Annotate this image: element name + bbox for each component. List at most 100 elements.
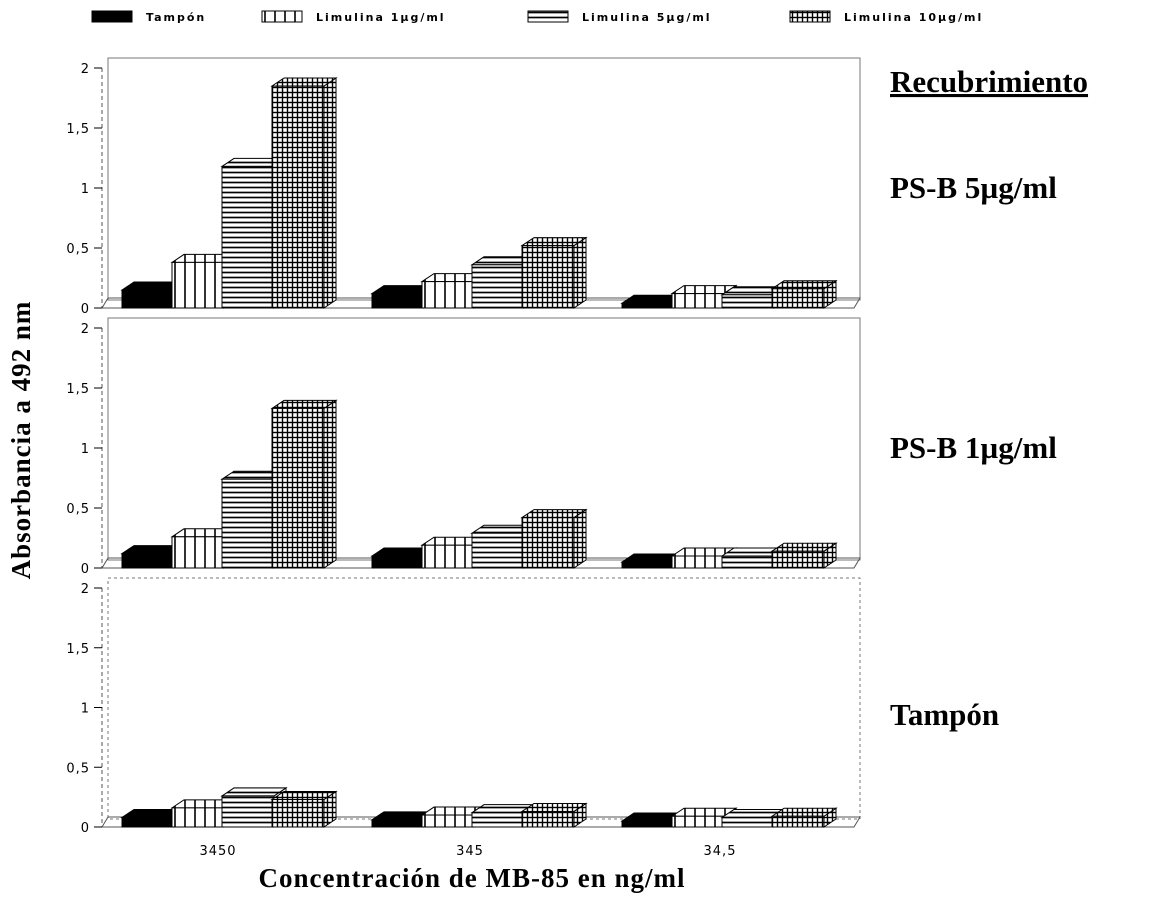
y-tick-label: 0,5 xyxy=(66,502,90,517)
panel: 0 0,5 1 1,5 2 Tampón xyxy=(66,578,999,836)
bar xyxy=(772,543,836,568)
x-tick-label: 345 xyxy=(456,844,484,859)
bar xyxy=(772,808,836,827)
bar-front xyxy=(672,294,724,308)
y-tick-label: 1 xyxy=(81,442,90,457)
bar xyxy=(272,78,336,308)
bar-front xyxy=(122,554,174,568)
panel-frame xyxy=(108,578,860,819)
legend-swatch xyxy=(528,11,568,22)
y-tick-label: 2 xyxy=(81,62,90,77)
panel-title: PS-B 5µg/ml xyxy=(890,170,1057,205)
bar-front xyxy=(422,545,474,568)
bar-top xyxy=(772,281,836,289)
bar xyxy=(272,400,336,568)
bar xyxy=(522,510,586,568)
bar-front xyxy=(722,817,774,827)
bar-front xyxy=(372,820,424,827)
legend-label: Limulina 10µg/ml xyxy=(844,11,983,24)
bar-front xyxy=(722,556,774,568)
bar-front xyxy=(472,533,524,568)
bar-top xyxy=(272,400,336,408)
y-tick-label: 0,5 xyxy=(66,761,90,776)
bar-top xyxy=(272,792,336,800)
x-axis-title: Concentración de MB-85 en ng/ml xyxy=(259,863,686,893)
bar-top xyxy=(522,803,586,811)
panel: 0 0,5 1 1,5 2 PS-B 1µg/ml xyxy=(66,318,1057,577)
panel-title: PS-B 1µg/ml xyxy=(890,430,1057,465)
y-tick-label: 2 xyxy=(81,582,90,597)
bar-front xyxy=(222,796,274,827)
bar-front xyxy=(122,817,174,827)
bar-side xyxy=(324,400,336,568)
y-tick-label: 1,5 xyxy=(66,642,90,657)
y-tick-label: 0 xyxy=(81,821,90,836)
x-tick-label: 3450 xyxy=(199,844,236,859)
bar-front xyxy=(672,556,724,568)
bar-front xyxy=(172,808,224,827)
x-tick-label: 34,5 xyxy=(704,844,737,859)
bar-front xyxy=(372,556,424,568)
bar-front xyxy=(622,821,674,827)
legend-swatch xyxy=(92,11,132,22)
bar-front xyxy=(722,295,774,308)
group-title: Recubrimiento xyxy=(890,64,1088,99)
bar-top xyxy=(522,238,586,246)
bar-front xyxy=(522,246,574,308)
bar-front xyxy=(422,815,474,827)
bar-top xyxy=(222,788,286,796)
bar-front xyxy=(122,290,174,308)
bar xyxy=(772,281,836,308)
bar-front xyxy=(172,262,224,308)
y-tick-label: 0 xyxy=(81,302,90,317)
panel-title: Tampón xyxy=(890,697,999,732)
bar-top xyxy=(522,510,586,518)
x-axis-ticks: 3450 345 34,5 xyxy=(199,844,736,859)
bar-side xyxy=(574,510,586,568)
bar-front xyxy=(472,265,524,308)
bar-top xyxy=(772,543,836,551)
bar-front xyxy=(622,562,674,568)
bar-front xyxy=(772,289,824,308)
bar-side xyxy=(574,238,586,308)
bar-top xyxy=(272,78,336,86)
bar-side xyxy=(324,78,336,308)
legend-item: Tampón xyxy=(92,11,206,24)
legend-label: Limulina 5µg/ml xyxy=(582,11,712,24)
y-tick-label: 0 xyxy=(81,562,90,577)
legend-swatch xyxy=(790,11,830,22)
bar-front xyxy=(522,811,574,827)
bar-front xyxy=(372,294,424,308)
legend-item: Limulina 10µg/ml xyxy=(790,11,983,24)
legend-item: Limulina 1µg/ml xyxy=(262,11,446,24)
y-tick-label: 2 xyxy=(81,322,90,337)
y-axis-title: Absorbancia a 492 nm xyxy=(6,301,36,580)
bar-front xyxy=(772,816,824,827)
bar-front xyxy=(622,303,674,308)
bar-front xyxy=(422,282,474,308)
legend: Tampón Limulina 1µg/ml Limulina 5µg/ml Limu… xyxy=(92,11,983,24)
plot-panels: 0 0,5 1 1,5 2 PS-B 5µg/ml 0 0,5 1 1,5 2 PS-B 1µg/ml… xyxy=(66,58,1057,836)
bar-top xyxy=(772,808,836,816)
bar-front xyxy=(772,551,824,568)
bar-front xyxy=(672,816,724,827)
bar-front xyxy=(172,537,224,568)
legend-item: Limulina 5µg/ml xyxy=(528,11,712,24)
y-tick-label: 1,5 xyxy=(66,122,90,137)
panel-frame xyxy=(108,318,860,560)
bar-front xyxy=(522,518,574,568)
y-tick-label: 1,5 xyxy=(66,382,90,397)
legend-label: Tampón xyxy=(146,11,206,24)
legend-swatch xyxy=(262,11,302,22)
y-tick-label: 1 xyxy=(81,182,90,197)
bar-front xyxy=(272,408,324,568)
bar-front xyxy=(272,86,324,308)
bar-front xyxy=(222,479,274,568)
legend-label: Limulina 1µg/ml xyxy=(316,11,446,24)
bar-front xyxy=(272,800,324,827)
bar xyxy=(272,792,336,827)
bar xyxy=(522,238,586,308)
bar-front xyxy=(472,813,524,827)
y-tick-label: 0,5 xyxy=(66,242,90,257)
